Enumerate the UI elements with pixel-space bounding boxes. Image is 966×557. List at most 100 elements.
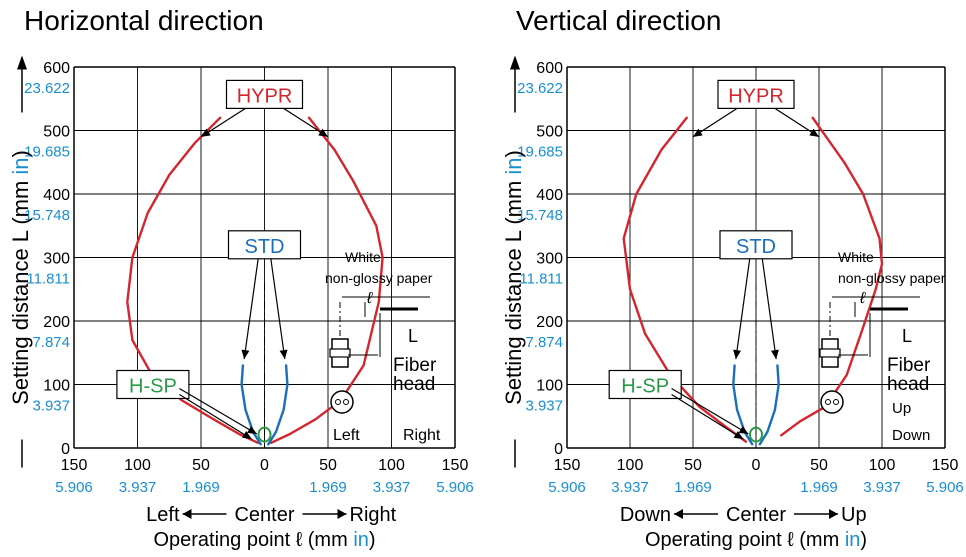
x-tick-label: 0 (752, 457, 761, 474)
pointer-line (671, 387, 749, 435)
y-tick-label-in: 11.811 (26, 271, 70, 288)
y-tick-label: 200 (43, 314, 70, 331)
y-tick-label: 0 (61, 441, 70, 458)
x-axis-label-in: in (353, 529, 369, 551)
direction-arrow-head (829, 509, 838, 519)
direction-center-label: Center (234, 504, 294, 526)
series-line-hypr (269, 116, 384, 445)
x-tick-label-in: 5.906 (926, 479, 964, 496)
inset-direction-up: Up (892, 400, 911, 417)
series-label-hypr: HYPR (237, 85, 293, 107)
inset-direction-right: Right (403, 427, 441, 444)
x-tick-label-in: 3.937 (119, 479, 157, 496)
pointer-line (179, 393, 253, 440)
x-tick-label: 50 (684, 457, 702, 474)
pointer-head (770, 349, 779, 360)
inset-fiber-core (343, 399, 349, 405)
inset-direction-down: Down (892, 427, 930, 444)
inset-ell-symbol: ℓ (366, 290, 373, 307)
x-tick-label-in: 1.969 (182, 479, 220, 496)
y-tick-label-in: 7.874 (32, 334, 70, 351)
x-axis-label: Operating point ℓ (mm in) (153, 529, 375, 551)
series-line-std (732, 364, 754, 446)
inset-fiber-head-label: head (393, 374, 435, 395)
y-tick-label-in: 15.748 (517, 207, 563, 224)
y-axis-label-in: in (8, 157, 33, 174)
direction-arrow-head (182, 509, 192, 519)
series-label-box (717, 79, 795, 110)
x-tick-label: 0 (260, 457, 269, 474)
inset-fiber-end (820, 390, 844, 414)
x-tick-label-in: 5.906 (436, 479, 474, 496)
chart-panel-vertical: 01003.9372007.87430011.81140015.74850019… (501, 55, 964, 551)
pointer-head (809, 128, 819, 137)
x-axis-label-part: Operating point ℓ (mm (153, 529, 353, 551)
series-line-std (758, 364, 780, 446)
y-tick-label: 400 (43, 187, 70, 204)
y-tick-label: 0 (554, 441, 563, 458)
y-tick-label: 500 (43, 124, 70, 141)
series-label-hypr: HYPR (728, 85, 784, 107)
pointer-head (242, 430, 252, 440)
pointer-line (179, 387, 258, 435)
y-tick-label: 400 (536, 187, 563, 204)
x-tick-label: 50 (319, 457, 337, 474)
chart-title: Horizontal direction (24, 5, 264, 36)
y-arrow-head (17, 55, 27, 70)
y-axis-label-part: ) (8, 150, 33, 157)
y-axis-label-part: ) (501, 150, 526, 157)
x-tick-label: 150 (932, 457, 959, 474)
inset-target-label: White (345, 249, 381, 265)
chart-panel-horizontal: 01003.9372007.87430011.81140015.74850019… (8, 55, 474, 551)
inset-fiber-head-label: Fiber (887, 355, 931, 376)
inset-fiber-nut (819, 348, 841, 358)
inset-target-label: White (838, 249, 874, 265)
y-arrow-head (510, 55, 520, 70)
pointer-line (243, 258, 259, 360)
y-tick-label-in: 3.937 (525, 398, 563, 415)
inset-L-symbol: L (902, 326, 912, 346)
inset-fiber-core (833, 399, 839, 405)
x-axis-label: Operating point ℓ (mm in) (645, 529, 867, 551)
inset-horizontal: White non-glossy paper ℓ L Fiber head Le… (325, 249, 441, 444)
x-tick-label: 100 (869, 457, 896, 474)
series-label-box (225, 79, 304, 110)
pointer-head (733, 349, 742, 360)
pointer-head (738, 426, 749, 435)
series-line-hypr (780, 116, 884, 437)
y-tick-label: 600 (536, 60, 563, 77)
series-label-std: STD (245, 236, 285, 258)
y-axis-label: Setting distance L (mm in) (501, 150, 526, 405)
y-axis-label-in: in (501, 157, 526, 174)
direction-right-label: Up (841, 504, 867, 526)
pointer-head (733, 430, 744, 440)
pointer-head (201, 128, 211, 137)
inset-ell-symbol: ℓ (859, 290, 866, 307)
direction-right-label: Right (350, 504, 397, 526)
series-line-hypr (622, 116, 748, 443)
chart-title: Vertical direction (516, 5, 721, 36)
inset-fiber-head-label: head (887, 374, 929, 395)
y-tick-label-in: 23.622 (24, 80, 70, 97)
inset-L-symbol: L (408, 326, 418, 346)
inset-fiber-core (825, 399, 831, 405)
series-label-box (116, 369, 190, 400)
x-axis-label-part: Operating point ℓ (mm (645, 529, 845, 551)
x-tick-label-in: 3.937 (373, 479, 411, 496)
y-tick-label-in: 23.622 (517, 80, 563, 97)
series-label-box (719, 230, 793, 260)
direction-arrow-head (337, 509, 347, 519)
series-line-std (267, 364, 289, 446)
inset-fiber-end (330, 390, 354, 414)
pointer-line (671, 393, 744, 440)
inset-vertical: White non-glossy paper ℓ L Fiber head Up… (838, 249, 946, 444)
y-tick-label-in: 19.685 (517, 144, 563, 161)
y-tick-label: 100 (43, 378, 70, 395)
y-tick-label-in: 19.685 (24, 144, 70, 161)
pointer-head (247, 426, 257, 435)
x-tick-label: 150 (61, 457, 88, 474)
series-label-box (608, 369, 682, 400)
inset-direction-left: Left (333, 427, 360, 444)
inset-fiber-head-label: Fiber (393, 355, 437, 376)
pointer-line (270, 258, 286, 360)
